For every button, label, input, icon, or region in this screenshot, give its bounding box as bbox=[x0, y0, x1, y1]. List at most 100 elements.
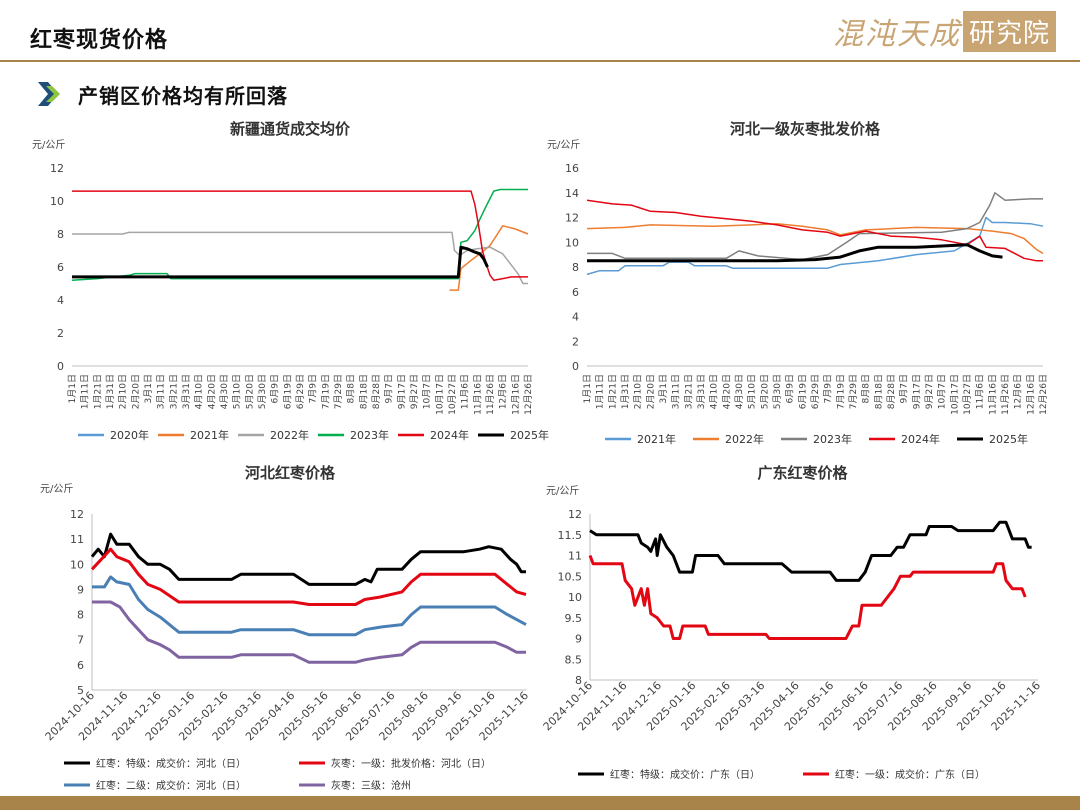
x-tick-label: 11月6日 bbox=[460, 374, 471, 409]
x-tick-label: 3月11日 bbox=[671, 374, 682, 409]
x-tick-label: 4月20日 bbox=[721, 374, 732, 409]
y-tick-label: 8 bbox=[575, 674, 582, 687]
x-tick-label: 9月17日 bbox=[911, 374, 922, 409]
x-tick-label: 12月16日 bbox=[510, 374, 521, 415]
y-tick-label: 2 bbox=[572, 335, 579, 348]
x-tick-label: 1月1日 bbox=[67, 374, 78, 403]
x-tick-label: 3月31日 bbox=[181, 374, 192, 409]
x-tick-label: 1月31日 bbox=[105, 374, 116, 409]
series-line-5 bbox=[72, 190, 528, 281]
x-tick-label: 1月21日 bbox=[92, 374, 103, 409]
x-tick-label: 5月20日 bbox=[244, 374, 255, 409]
x-tick-label: 1月11日 bbox=[595, 374, 606, 409]
chart-unit-label: 元/公斤 bbox=[40, 483, 73, 495]
legend-label: 2021年 bbox=[637, 432, 676, 446]
x-tick-label: 4月30日 bbox=[734, 374, 745, 409]
series-line-1 bbox=[589, 520, 1032, 582]
x-tick-label: 1月11日 bbox=[80, 374, 91, 409]
x-tick-label: 8月8日 bbox=[346, 374, 357, 403]
x-tick-label: 12月26日 bbox=[523, 374, 534, 415]
chart-guangdong-red-jujube: 广东红枣价格元/公斤88.599.51010.51111.5122024-10-… bbox=[541, 464, 1043, 781]
legend-label: 2020年 bbox=[110, 428, 149, 442]
legend-label: 红枣：特级：成交价：河北（日） bbox=[96, 757, 246, 770]
x-tick-label: 10月27日 bbox=[447, 374, 458, 415]
x-tick-label: 9月27日 bbox=[924, 374, 935, 409]
x-tick-label: 7月29日 bbox=[333, 374, 344, 409]
x-tick-label: 6月9日 bbox=[785, 374, 796, 403]
section-heading: 产销区价格均有所回落 bbox=[36, 78, 288, 110]
x-tick-label: 5月30日 bbox=[772, 374, 783, 409]
series-line-5 bbox=[587, 243, 1003, 263]
legend-label: 2025年 bbox=[989, 432, 1028, 446]
x-tick-label: 8月28日 bbox=[886, 374, 897, 409]
section-subtitle: 产销区价格均有所回落 bbox=[78, 83, 288, 108]
legend-label: 2024年 bbox=[430, 428, 469, 442]
x-tick-label: 4月30日 bbox=[219, 374, 230, 409]
x-tick-label: 4月10日 bbox=[194, 374, 205, 409]
x-tick-label: 6月19日 bbox=[797, 374, 808, 409]
x-tick-label: 7月9日 bbox=[823, 374, 834, 403]
chart-title: 新疆通货成交均价 bbox=[230, 120, 351, 138]
legend-label: 2025年 bbox=[510, 428, 549, 442]
legend-label: 2022年 bbox=[725, 432, 764, 446]
x-tick-label: 10月17日 bbox=[434, 374, 445, 415]
x-tick-label: 10月17日 bbox=[949, 374, 960, 415]
y-tick-label: 6 bbox=[572, 286, 579, 299]
y-tick-label: 2 bbox=[57, 327, 64, 340]
x-tick-label: 11月6日 bbox=[975, 374, 986, 409]
x-tick-label: 5月10日 bbox=[232, 374, 243, 409]
legend-label: 红枣：二级：成交价：河北（日） bbox=[96, 779, 246, 792]
series-line-2 bbox=[90, 547, 527, 606]
y-tick-label: 12 bbox=[50, 162, 64, 175]
x-tick-label: 5月30日 bbox=[257, 374, 268, 409]
x-tick-label: 11月26日 bbox=[485, 374, 496, 415]
y-tick-label: 9 bbox=[77, 583, 84, 596]
x-tick-label: 9月7日 bbox=[384, 374, 395, 403]
x-tick-label: 2月20日 bbox=[130, 374, 141, 409]
x-tick-label: 6月29日 bbox=[295, 374, 306, 409]
x-tick-label: 12月6日 bbox=[1013, 374, 1024, 409]
header-divider bbox=[0, 60, 1080, 62]
y-tick-label: 12 bbox=[565, 212, 579, 225]
y-tick-label: 6 bbox=[57, 261, 64, 274]
x-tick-label: 10月7日 bbox=[422, 374, 433, 409]
y-tick-label: 0 bbox=[572, 360, 579, 373]
x-tick-label: 6月29日 bbox=[810, 374, 821, 409]
y-tick-label: 8 bbox=[572, 261, 579, 274]
chart-hebei-red-jujube: 河北红枣价格元/公斤567891011122024-10-162024-11-1… bbox=[40, 464, 531, 792]
y-tick-label: 4 bbox=[572, 311, 579, 324]
x-tick-label: 3月11日 bbox=[156, 374, 167, 409]
x-tick-label: 9月17日 bbox=[396, 374, 407, 409]
y-tick-label: 4 bbox=[57, 294, 64, 307]
x-tick-label: 1月21日 bbox=[607, 374, 618, 409]
chart-title: 河北红枣价格 bbox=[245, 464, 336, 482]
x-tick-label: 6月9日 bbox=[270, 374, 281, 403]
x-tick-label: 2月10日 bbox=[118, 374, 129, 409]
x-tick-label: 11月16日 bbox=[987, 374, 998, 415]
x-tick-label: 3月21日 bbox=[683, 374, 694, 409]
y-tick-label: 0 bbox=[57, 360, 64, 373]
x-tick-label: 8月18日 bbox=[358, 374, 369, 409]
chart-unit-label: 元/公斤 bbox=[32, 139, 65, 151]
x-tick-label: 2月10日 bbox=[633, 374, 644, 409]
x-tick-label: 11月26日 bbox=[1000, 374, 1011, 415]
logo-main-text: 混沌天成 bbox=[832, 17, 961, 52]
y-tick-label: 11.5 bbox=[558, 529, 583, 542]
y-tick-label: 8.5 bbox=[565, 653, 583, 666]
y-tick-label: 10 bbox=[70, 558, 84, 571]
legend-label: 2024年 bbox=[901, 432, 940, 446]
legend-label: 红枣：特级：成交价：广东（日） bbox=[610, 768, 760, 781]
x-tick-label: 10月27日 bbox=[962, 374, 973, 415]
y-tick-label: 10 bbox=[50, 195, 64, 208]
x-tick-label: 8月28日 bbox=[371, 374, 382, 409]
y-tick-label: 16 bbox=[565, 162, 579, 175]
y-tick-label: 12 bbox=[70, 508, 84, 521]
series-line-2 bbox=[586, 222, 1044, 255]
x-tick-label: 12月16日 bbox=[1025, 374, 1036, 415]
x-tick-label: 1月1日 bbox=[582, 374, 593, 403]
legend-label: 灰枣：一级：批发价格：河北（日） bbox=[331, 757, 491, 770]
y-tick-label: 8 bbox=[77, 609, 84, 622]
y-tick-label: 14 bbox=[565, 187, 579, 200]
x-tick-label: 12月26日 bbox=[1038, 374, 1049, 415]
